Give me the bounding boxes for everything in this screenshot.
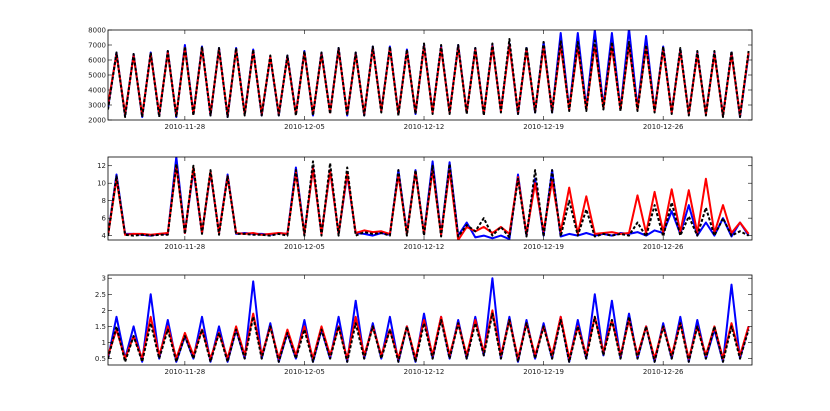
- series-line-2: [108, 164, 750, 240]
- x-tick-label: 2010-11-28: [165, 368, 206, 376]
- y-tick-label: 2.5: [95, 291, 106, 299]
- x-tick-label: 2010-12-26: [643, 368, 684, 376]
- y-tick-label: 3: [102, 275, 106, 283]
- x-tick-label: 2010-12-05: [284, 368, 325, 376]
- y-tick-label: 6000: [88, 57, 106, 65]
- y-tick-label: 3000: [88, 102, 106, 110]
- x-tick-label: 2010-12-05: [284, 243, 325, 251]
- y-tick-label: 1: [102, 339, 106, 347]
- x-tick-label: 2010-12-19: [523, 243, 564, 251]
- series-group: [108, 277, 750, 363]
- chart-panel-3: 0.5 1 1.5 2 2.5 3 2010-11-28 2010-12-05 2010-12-…: [95, 274, 753, 376]
- y-tick-label: 10: [97, 180, 106, 188]
- series-line-2: [108, 309, 750, 360]
- x-tick-label: 2010-12-12: [404, 368, 445, 376]
- y-tick-label: 8000: [88, 27, 106, 35]
- chart-panel-1: 2000 3000 4000 5000 6000 7000 8000 2010-11-28 20…: [88, 27, 753, 131]
- x-tick-label: 2010-12-05: [284, 123, 325, 131]
- y-tick-label: 1.5: [95, 323, 106, 331]
- y-tick-label: 6: [102, 215, 107, 223]
- x-tick-label: 2010-11-28: [165, 243, 206, 251]
- y-tick-label: 0.5: [95, 355, 106, 363]
- y-tick-label: 2: [102, 307, 106, 315]
- x-tick-label: 2010-12-19: [523, 123, 564, 131]
- axes-frame: [107, 156, 753, 241]
- series-group: [108, 30, 750, 118]
- y-tick-label: 4: [102, 232, 107, 240]
- y-tick-label: 7000: [88, 42, 106, 50]
- x-tick-label: 2010-12-12: [404, 243, 445, 251]
- series-line-3: [108, 312, 750, 363]
- chart-panel-2: 4 6 8 10 12 2010-11-28 2010-12-05 2010-12-12 201…: [97, 156, 753, 251]
- x-tick-label: 2010-12-19: [523, 368, 564, 376]
- series-line-3: [108, 160, 750, 239]
- y-tick-label: 12: [97, 162, 106, 170]
- series-group: [108, 157, 750, 240]
- y-tick-label: 8: [102, 197, 106, 205]
- x-tick-label: 2010-11-28: [165, 123, 206, 131]
- y-tick-label: 5000: [88, 72, 106, 80]
- y-tick-label: 4000: [88, 87, 106, 95]
- y-tick-label: 2000: [88, 117, 106, 125]
- x-tick-label: 2010-12-26: [643, 243, 684, 251]
- axes-frame: [107, 274, 753, 366]
- x-tick-label: 2010-12-12: [404, 123, 445, 131]
- x-tick-label: 2010-12-26: [643, 123, 684, 131]
- series-line-3: [108, 38, 750, 118]
